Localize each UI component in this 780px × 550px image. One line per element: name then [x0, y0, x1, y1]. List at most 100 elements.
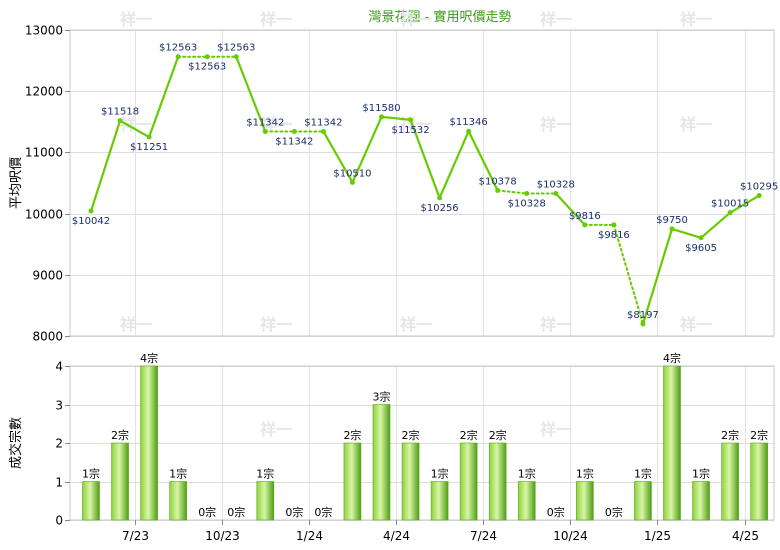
volume-bar [459, 442, 478, 521]
price-point [553, 191, 559, 197]
price-data-label: $12563 [159, 43, 197, 54]
price-data-label: $9750 [656, 215, 688, 226]
price-y-tick-label: 8000 [32, 330, 63, 344]
price-data-label: $10328 [537, 180, 575, 191]
price-gridlines [70, 30, 774, 337]
price-line-segment [467, 130, 499, 192]
price-line-segment [728, 194, 761, 214]
price-line-segment [641, 227, 674, 326]
volume-data-label: 1宗 [576, 467, 594, 481]
price-line-segment [438, 130, 470, 200]
price-point [727, 210, 733, 216]
price-data-label: $10510 [333, 168, 371, 179]
volume-y-tick-label: 3 [55, 399, 63, 413]
watermark-text: 祥一 [540, 315, 572, 334]
price-y-ticks: 8000 9000 10000 11000 12000 13000 [25, 24, 70, 344]
price-point [437, 195, 443, 201]
price-point [640, 321, 646, 327]
volume-y-tick-label: 4 [55, 360, 63, 374]
volume-bar [663, 365, 681, 521]
price-data-label: $11342 [246, 117, 284, 128]
volume-bar [169, 481, 187, 521]
volume-data-label: 2宗 [111, 428, 129, 442]
x-axis-ticks: 7/23 10/23 1/24 4/24 7/24 10/24 1/25 4/25 [122, 520, 759, 543]
volume-data-label: 0宗 [227, 505, 245, 519]
volume-data-label: 1宗 [256, 467, 274, 481]
volume-data-label: 2宗 [402, 428, 420, 442]
watermark-text: 祥一 [400, 315, 432, 334]
volume-y-ticks: 0 1 2 3 4 [55, 360, 70, 528]
price-line-segment [89, 119, 122, 213]
price-line-segment [148, 55, 180, 139]
volume-data-label: 3宗 [373, 390, 391, 404]
price-data-label: $11342 [304, 117, 342, 128]
watermark-text: 祥一 [260, 420, 292, 439]
price-point [88, 208, 94, 214]
price-data-label: $11346 [450, 117, 488, 128]
volume-data-label: 4宗 [140, 351, 158, 365]
x-tick-label: 4/24 [383, 529, 410, 543]
price-y-tick-label: 13000 [25, 24, 63, 38]
price-data-label: $12563 [188, 62, 226, 73]
price-point [146, 134, 152, 140]
price-data-label: $10015 [711, 199, 749, 210]
price-y-tick-label: 10000 [25, 208, 63, 222]
watermark-text: 祥一 [260, 10, 292, 29]
price-data-label: $10295 [740, 182, 778, 193]
volume-data-label: 1宗 [518, 467, 536, 481]
watermark-text: 祥一 [120, 115, 152, 134]
price-data-label: $9816 [598, 230, 630, 241]
volume-data-labels: 1宗 2宗 4宗 1宗 0宗 0宗 1宗 0宗 0宗 2宗 3宗 2宗 1宗 2宗 2宗 1宗 0宗 1宗 0宗 1宗… [82, 351, 768, 519]
volume-y-axis-label: 成交宗數 [8, 417, 24, 469]
volume-bar [256, 481, 275, 521]
volume-data-label: 0宗 [605, 505, 623, 519]
x-tick-label: 7/23 [122, 529, 149, 543]
price-line-segment [670, 227, 703, 239]
volume-bar [721, 442, 739, 521]
watermark-text: 祥一 [540, 10, 572, 29]
volume-data-label: 1宗 [634, 467, 652, 481]
x-tick-label: 7/24 [470, 529, 497, 543]
price-point [204, 54, 210, 60]
price-point [669, 226, 675, 232]
price-y-tick-label: 11000 [25, 146, 63, 160]
price-point [408, 117, 414, 123]
volume-data-label: 4宗 [663, 351, 681, 365]
price-line-segment [118, 119, 151, 139]
watermark-text: 祥一 [680, 10, 712, 29]
volume-bar [576, 481, 594, 521]
x-tick-label: 1/24 [296, 529, 323, 543]
volume-bar [750, 442, 768, 521]
price-data-label: $10256 [421, 203, 459, 214]
watermark-text: 祥一 [680, 115, 712, 134]
volume-bar [488, 442, 507, 521]
volume-bar [430, 481, 449, 521]
volume-data-label: 2宗 [460, 428, 478, 442]
price-line-segment [351, 115, 383, 184]
price-point [524, 191, 530, 197]
price-data-labels: $10042 $11518 $11251 $12563 $12563 $12563 $113… [72, 43, 778, 321]
price-data-label: $11342 [275, 136, 313, 147]
volume-data-label: 0宗 [547, 505, 565, 519]
watermark-text: 祥一 [260, 315, 292, 334]
volume-bar [517, 481, 536, 521]
price-line-segment [496, 189, 528, 195]
volume-data-label: 2宗 [721, 428, 739, 442]
price-point [262, 128, 268, 134]
price-line-segment [612, 223, 644, 325]
volume-data-label: 1宗 [431, 467, 449, 481]
price-data-label: $12563 [217, 43, 255, 54]
watermark-text: 祥一 [680, 315, 712, 334]
price-line-segment [554, 192, 586, 226]
price-point [611, 222, 617, 228]
volume-data-label: 2宗 [343, 428, 361, 442]
volume-bar [111, 442, 129, 521]
price-series [89, 55, 761, 326]
x-tick-label: 10/24 [553, 529, 588, 543]
x-tick-label: 4/25 [732, 529, 759, 543]
price-point [349, 179, 355, 185]
price-data-label: $10328 [508, 199, 546, 210]
volume-bar [692, 481, 710, 521]
price-point [466, 128, 472, 134]
watermark-text: 祥一 [400, 10, 432, 29]
